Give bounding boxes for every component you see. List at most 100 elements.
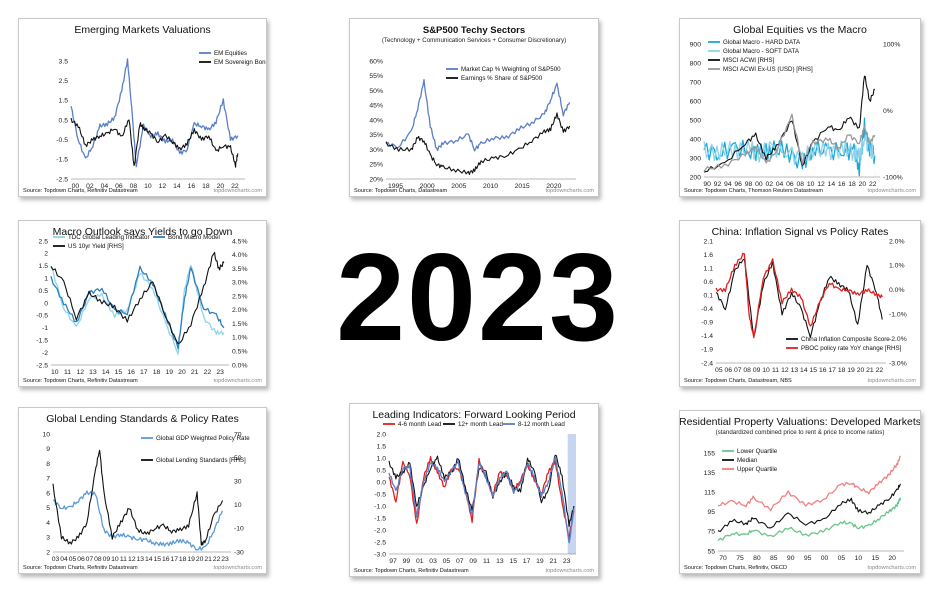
y-tick-label: 500 xyxy=(690,117,702,124)
x-tick-label: 12 xyxy=(159,183,167,190)
y-tick-label: 8 xyxy=(46,461,50,468)
x-tick-label: 04 xyxy=(776,181,784,188)
legend-label: Lower Quartile xyxy=(737,448,778,455)
x-tick-label: 12 xyxy=(817,181,825,188)
chart-svg: Leading Indicators: Forward Looking Peri… xyxy=(354,409,594,574)
chart-title: Global Equities vs the Macro xyxy=(733,24,867,36)
legend-label: 4-6 month Lead xyxy=(398,421,442,428)
x-tick-label: 15 xyxy=(509,558,517,565)
y-tick-label: 5 xyxy=(46,505,50,512)
legend-label: MSCI ACWI [RHS] xyxy=(723,57,775,64)
series-line-4 xyxy=(703,113,876,172)
series-line-3 xyxy=(703,75,875,173)
x-tick-label: 10 xyxy=(762,367,770,374)
series-line-2 xyxy=(703,130,876,166)
x-tick-label: 14 xyxy=(145,556,153,563)
chart-svg: S&P500 Techy Sectors(Technology + Commun… xyxy=(354,25,594,194)
chart-watermark: topdowncharts.com xyxy=(213,378,262,384)
x-tick-label: 22 xyxy=(231,183,239,190)
chart-watermark: topdowncharts.com xyxy=(867,188,916,194)
chart-source: Source: Topdown Charts, Datastream xyxy=(354,188,448,194)
chart-svg: Emerging Markets Valuations 3.5 2.5 1.5 0.5 -… xyxy=(23,24,266,194)
x-tick-label: 14 xyxy=(800,367,808,374)
x-tick-label: 18 xyxy=(153,369,161,376)
y-tick-label: 2.1 xyxy=(704,238,714,245)
y-tick-label: -2.5 xyxy=(56,176,68,183)
y-tick-label: 55% xyxy=(369,73,383,80)
chart-watermark: topdowncharts.com xyxy=(867,378,916,384)
y-tick-label: 55 xyxy=(707,548,715,555)
x-tick-label: 21 xyxy=(550,558,558,565)
x-tick-label: 06 xyxy=(724,367,732,374)
y-tick-label: -1.4 xyxy=(701,333,713,340)
x-tick-label: 04 xyxy=(60,556,68,563)
y-tick-label: -0.5 xyxy=(374,491,386,498)
x-tick-label: 17 xyxy=(140,369,148,376)
y-tick-label: 3.5 xyxy=(59,58,69,65)
y-tick-label: 20% xyxy=(369,176,383,183)
x-tick-label: 08 xyxy=(94,556,102,563)
chart-subtitle: (Technology + Communication Services + C… xyxy=(382,37,566,44)
x-tick-label: 20 xyxy=(857,367,865,374)
x-tick-label: 12 xyxy=(781,367,789,374)
series-line-1 xyxy=(715,258,883,338)
y-tick-label: 6 xyxy=(46,490,50,497)
chart-panel-4: Macro Outlook says Yields to go Down 2.5 2… xyxy=(18,220,267,387)
chart-title: S&P500 Techy Sectors xyxy=(423,25,525,36)
x-tick-label: 10 xyxy=(51,369,59,376)
x-tick-label: 02 xyxy=(86,183,94,190)
x-tick-label: 13 xyxy=(496,558,504,565)
x-tick-label: 22 xyxy=(213,556,221,563)
y2-tick-label: -100% xyxy=(883,174,903,181)
legend-label: Upper Quartile xyxy=(737,466,778,473)
year-headline: 2023 xyxy=(336,229,620,367)
x-tick-label: 15 xyxy=(153,556,161,563)
series-line-3 xyxy=(388,456,575,544)
y-tick-label: -2.5 xyxy=(36,362,48,369)
x-tick-label: 23 xyxy=(563,558,571,565)
x-tick-label: 18 xyxy=(838,367,846,374)
x-tick-label: 16 xyxy=(162,556,170,563)
x-tick-label: 21 xyxy=(204,556,212,563)
y-tick-label: -1.5 xyxy=(374,515,386,522)
legend-label: China Inflation Composite Score xyxy=(801,336,890,343)
y-tick-label: 1.6 xyxy=(704,252,714,259)
chart-subtitle: (standardized combined price to rent & p… xyxy=(716,429,885,436)
y-tick-label: 7 xyxy=(46,476,50,483)
x-tick-label: 10 xyxy=(807,181,815,188)
x-tick-label: 21 xyxy=(866,367,874,374)
y-tick-label: 700 xyxy=(690,79,702,86)
x-tick-label: 1995 xyxy=(388,183,403,190)
x-tick-label: 14 xyxy=(173,183,181,190)
y2-tick-label: 2.5% xyxy=(232,293,248,300)
x-tick-label: 85 xyxy=(770,555,778,562)
x-tick-label: 75 xyxy=(736,555,744,562)
chart-title: China: Inflation Signal vs Policy Rates xyxy=(712,226,889,238)
x-tick-label: 22 xyxy=(869,181,877,188)
x-tick-label: 16 xyxy=(819,367,827,374)
y2-tick-label: 30 xyxy=(234,479,242,486)
y-tick-label: 35% xyxy=(369,132,383,139)
y-tick-label: 1.5 xyxy=(39,263,49,270)
y2-tick-label: -30 xyxy=(234,549,244,556)
x-tick-label: 92 xyxy=(714,181,722,188)
series-line-2 xyxy=(715,252,883,339)
x-tick-label: 14 xyxy=(828,181,836,188)
x-tick-label: 19 xyxy=(187,556,195,563)
chart-panel-7: Leading Indicators: Forward Looking Peri… xyxy=(349,403,599,577)
y2-tick-label: 0.0% xyxy=(889,287,905,294)
series-line-2 xyxy=(70,117,239,168)
chart-title: Global Lending Standards & Policy Rates xyxy=(46,413,239,425)
y-tick-label: -0.9 xyxy=(701,320,713,327)
y-tick-label: 400 xyxy=(690,136,702,143)
x-tick-label: 20 xyxy=(196,556,204,563)
y-tick-label: -0.5 xyxy=(36,313,48,320)
y-tick-label: 0.5 xyxy=(59,117,69,124)
y-tick-label: -1 xyxy=(42,325,48,332)
legend-label: Global Lending Standards [RHS] xyxy=(156,457,246,464)
chart-watermark: topdowncharts.com xyxy=(213,188,262,194)
y2-tick-label: 2.0% xyxy=(889,238,905,245)
y2-tick-label: 1.5% xyxy=(232,321,248,328)
x-tick-label: 05 xyxy=(715,367,723,374)
y2-tick-label: 3.0% xyxy=(232,280,248,287)
